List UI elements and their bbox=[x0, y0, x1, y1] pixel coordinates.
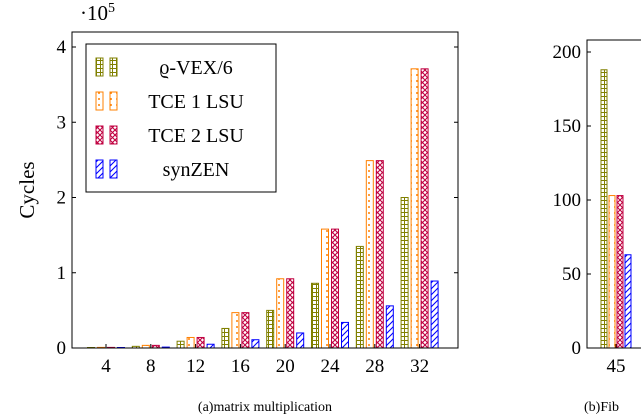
legend-swatch bbox=[109, 91, 118, 111]
legend-label-tce-1-lsu: TCE 1 LSU bbox=[148, 91, 244, 113]
y-scale-label: ·105 bbox=[80, 1, 115, 25]
legend-swatch bbox=[95, 125, 104, 145]
caption-a: (a)matrix multiplication bbox=[198, 400, 332, 415]
y-tick-label: 50 bbox=[562, 264, 581, 285]
bar-synzen-16 bbox=[251, 339, 260, 349]
x-tick-label: 28 bbox=[365, 356, 384, 377]
y-tick-label: 1 bbox=[57, 263, 67, 284]
bar-tce-1-lsu-45 bbox=[608, 195, 616, 349]
legend-box bbox=[85, 43, 277, 193]
y-tick-label: 0 bbox=[572, 338, 582, 359]
bar-tce-1-lsu-32 bbox=[410, 68, 419, 349]
bar-vex-6-16 bbox=[221, 327, 230, 349]
legend-label-synzen: synZEN bbox=[163, 159, 230, 181]
y-tick-label: 4 bbox=[57, 37, 67, 58]
bar-vex-6-12 bbox=[176, 340, 185, 349]
bar-synzen-20 bbox=[296, 332, 305, 349]
bar-vex-6-45 bbox=[600, 69, 608, 349]
legend-swatch bbox=[109, 159, 118, 179]
x-tick-label: 24 bbox=[321, 356, 341, 377]
x-tick-label: 20 bbox=[276, 356, 295, 377]
x-tick-label: 12 bbox=[186, 356, 205, 377]
bar-synzen-32 bbox=[430, 280, 439, 349]
y-tick-label: 0 bbox=[57, 338, 67, 359]
bar-tce-2-lsu-16 bbox=[241, 312, 250, 349]
bar-tce-2-lsu-32 bbox=[420, 68, 429, 349]
legend-swatch bbox=[109, 125, 118, 145]
bar-tce-2-lsu-20 bbox=[286, 278, 295, 349]
legend: ϱ-VEX/6 TCE 1 LSU TCE 2 LSU synZEN bbox=[85, 43, 277, 193]
bar-tce-1-lsu-20 bbox=[276, 278, 285, 349]
bar-synzen-45 bbox=[624, 254, 632, 349]
bar-vex-6-20 bbox=[266, 309, 275, 349]
legend-label-tce-2-lsu: TCE 2 LSU bbox=[148, 125, 244, 147]
bar-tce-1-lsu-12 bbox=[186, 336, 195, 349]
x-tick-label: 32 bbox=[410, 356, 429, 377]
chart-fib: 0 50 100 150 200 45 (b)Fib bbox=[553, 39, 641, 415]
legend-label-vex-6: ϱ-VEX/6 bbox=[159, 57, 233, 79]
bar-tce-2-lsu-28 bbox=[375, 160, 384, 349]
x-tick-label: 4 bbox=[101, 356, 111, 377]
bar-synzen-28 bbox=[385, 305, 394, 349]
bar-tce-1-lsu-24 bbox=[321, 228, 329, 349]
legend-swatch bbox=[95, 91, 104, 111]
caption-b: (b)Fib bbox=[584, 400, 619, 415]
bar-synzen-24 bbox=[341, 321, 349, 349]
legend-swatch bbox=[109, 57, 118, 77]
y-tick-label: 200 bbox=[553, 42, 582, 63]
x-tick-label: 45 bbox=[607, 356, 626, 377]
bar-tce-1-lsu-28 bbox=[365, 160, 374, 349]
plot-frame-b bbox=[586, 39, 641, 349]
bar-tce-2-lsu-45 bbox=[616, 195, 624, 349]
y-tick-label: 3 bbox=[57, 112, 67, 133]
y-axis-label: Cycles bbox=[15, 161, 39, 218]
bar-tce-1-lsu-16 bbox=[231, 312, 240, 349]
legend-swatch bbox=[95, 159, 104, 179]
bar-tce-2-lsu-12 bbox=[196, 336, 205, 349]
x-tick-label: 16 bbox=[231, 356, 250, 377]
bar-vex-6-24 bbox=[311, 282, 319, 349]
bar-synzen-12 bbox=[206, 343, 215, 349]
y-tick-label: 150 bbox=[553, 116, 582, 137]
y-tick-label: 100 bbox=[553, 190, 582, 211]
bar-vex-6-32 bbox=[400, 197, 409, 349]
legend-swatch bbox=[95, 57, 104, 77]
y-tick-label: 2 bbox=[57, 188, 67, 209]
plot-frame bbox=[71, 31, 459, 349]
x-tick-label: 8 bbox=[146, 356, 156, 377]
bar-vex-6-28 bbox=[355, 245, 364, 349]
bar-tce-2-lsu-24 bbox=[331, 228, 339, 349]
